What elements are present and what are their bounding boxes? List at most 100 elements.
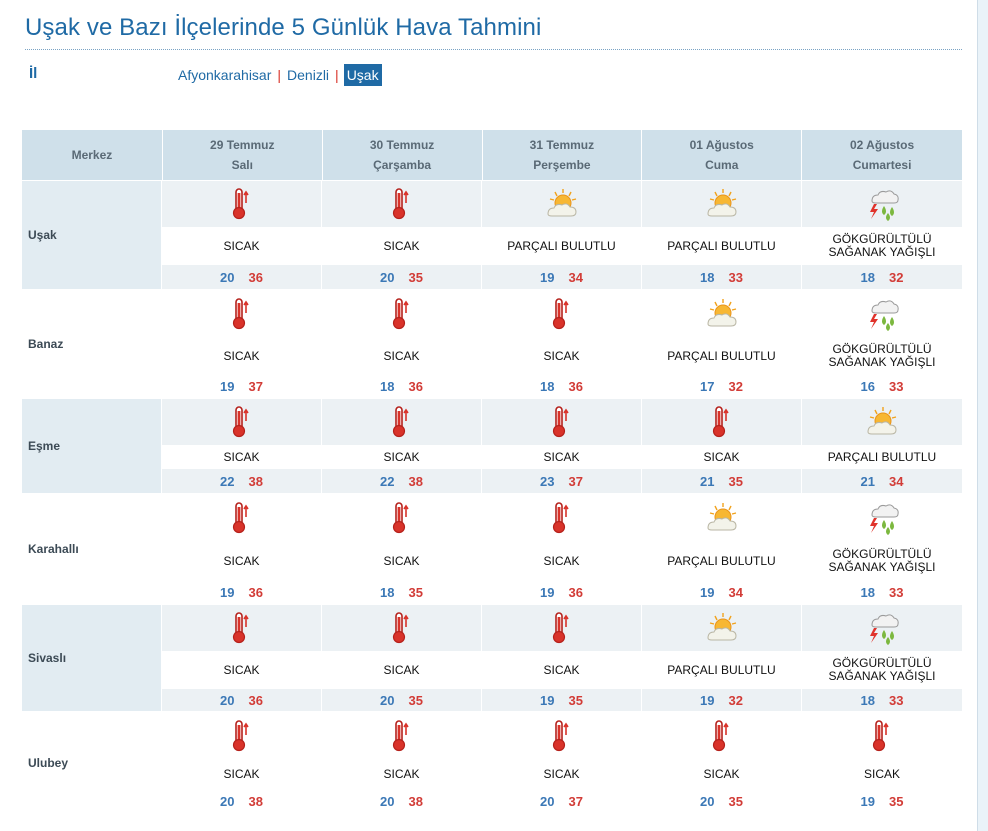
max-temp: 37 [248,378,263,394]
condition-text: PARÇALI BULUTLU [642,651,801,689]
temperature-range: 20 35 [322,265,481,289]
hot-thermometer-icon [482,605,641,651]
temperature-range: 16 33 [802,374,962,398]
max-temp: 35 [889,793,904,809]
max-temp: 34 [568,269,583,285]
min-temp: 20 [220,793,235,809]
temperature-range: 19 36 [482,580,641,604]
forecast-cell: SICAK 18 36 [482,290,642,398]
max-temp: 34 [889,473,904,489]
max-temp: 37 [568,793,583,809]
max-temp: 36 [408,378,423,394]
condition-text: PARÇALI BULUTLU [642,338,801,374]
min-temp: 19 [220,378,235,394]
max-temp: 35 [728,473,743,489]
province-nav: Afyonkarahisar | Denizli | Uşak [177,64,382,86]
header-day: 30 Temmuz Çarşamba [322,130,483,180]
province-link-usak[interactable]: Uşak [343,64,382,86]
district-name: Ulubey [22,712,162,814]
condition-text: PARÇALI BULUTLU [642,227,801,265]
partly-cloudy-icon [642,494,801,542]
max-temp: 35 [568,692,583,708]
forecast-cell: PARÇALI BULUTLU 19 32 [642,605,802,711]
min-temp: 18 [860,692,875,708]
header-weekday: Çarşamba [373,158,432,172]
temperature-range: 18 35 [322,580,481,604]
temperature-range: 18 33 [802,689,962,711]
forecast-cell: SICAK 20 38 [322,712,482,814]
forecast-cell: GÖKGÜRÜLTÜLÜ SAĞANAK YAĞIŞLI 18 33 [802,494,962,604]
min-temp: 16 [860,378,875,394]
header-date: 29 Temmuz [210,138,275,152]
province-link-afyonkarahisar[interactable]: Afyonkarahisar [178,67,272,83]
min-temp: 19 [860,793,875,809]
hot-thermometer-icon [482,399,641,445]
min-temp: 20 [220,269,235,285]
hot-thermometer-icon [322,494,481,542]
forecast-cell: SICAK 23 37 [482,399,642,493]
header-weekday: Cuma [705,158,739,172]
table-header: Merkez 29 Temmuz Salı 30 Temmuz Çarşamba 3… [22,130,962,180]
table-row: Eşme SICAK 22 38 SICAK 22 38 SICAK 23 37 SICAK 21 35… [22,398,962,493]
condition-text: GÖKGÜRÜLTÜLÜ SAĞANAK YAĞIŞLI [802,542,962,580]
temperature-range: 22 38 [322,469,481,493]
header-weekday: Salı [231,158,253,172]
condition-text: PARÇALI BULUTLU [482,227,641,265]
hot-thermometer-icon [322,290,481,338]
temperature-range: 19 36 [162,580,321,604]
forecast-cell: PARÇALI BULUTLU 18 33 [642,181,802,289]
condition-text: SICAK [322,760,481,788]
condition-text: SICAK [482,338,641,374]
hot-thermometer-icon [162,181,321,227]
condition-text: GÖKGÜRÜLTÜLÜ SAĞANAK YAĞIŞLI [802,338,962,374]
condition-text: SICAK [162,760,321,788]
province-separator: | [277,67,282,83]
condition-text: SICAK [642,760,801,788]
temperature-range: 18 33 [802,580,962,604]
temperature-range: 20 38 [162,788,321,814]
partly-cloudy-icon [642,181,801,227]
max-temp: 36 [248,584,263,600]
max-temp: 35 [728,793,743,809]
min-temp: 18 [860,269,875,285]
forecast-cell: SICAK 19 37 [162,290,322,398]
forecast-cell: PARÇALI BULUTLU 19 34 [642,494,802,604]
temperature-range: 19 37 [162,374,321,398]
max-temp: 37 [568,473,583,489]
max-temp: 32 [728,692,743,708]
temperature-range: 22 38 [162,469,321,493]
hot-thermometer-icon [482,712,641,760]
temperature-range: 21 34 [802,469,962,493]
temperature-range: 19 35 [802,788,962,814]
hot-thermometer-icon [642,399,801,445]
max-temp: 35 [408,584,423,600]
forecast-table: Merkez 29 Temmuz Salı 30 Temmuz Çarşamba 3… [22,130,962,814]
page-edge-panel [977,0,988,831]
min-temp: 18 [380,378,395,394]
min-temp: 19 [540,269,555,285]
forecast-cell: SICAK 20 35 [642,712,802,814]
forecast-cell: SICAK 20 35 [322,181,482,289]
province-link-denizli[interactable]: Denizli [287,67,330,83]
min-temp: 21 [700,473,715,489]
temperature-range: 20 35 [322,689,481,711]
forecast-cell: SICAK 21 35 [642,399,802,493]
condition-text: SICAK [162,651,321,689]
temperature-range: 19 35 [482,689,641,711]
condition-text: SICAK [482,542,641,580]
temperature-range: 20 36 [162,689,321,711]
header-weekday: Cumartesi [852,158,912,172]
header-date: 02 Ağustos [849,138,915,152]
max-temp: 34 [728,584,743,600]
forecast-cell: PARÇALI BULUTLU 21 34 [802,399,962,493]
header-day: 01 Ağustos Cuma [642,130,803,180]
hot-thermometer-icon [162,605,321,651]
header-merkez: Merkez [22,130,163,180]
forecast-cell: SICAK 22 38 [322,399,482,493]
table-row: Banaz SICAK 19 37 SICAK 18 36 SICAK 18 36 PARÇALI … [22,289,962,398]
forecast-cell: PARÇALI BULUTLU 19 34 [482,181,642,289]
forecast-cell: SICAK 20 35 [322,605,482,711]
partly-cloudy-icon [642,605,801,651]
condition-text: SICAK [322,542,481,580]
temperature-range: 18 36 [322,374,481,398]
